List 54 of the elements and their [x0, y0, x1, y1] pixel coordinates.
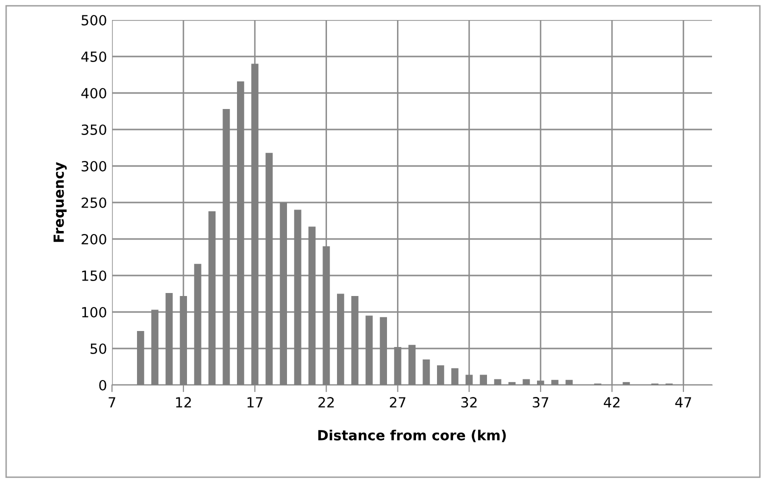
bar — [451, 368, 458, 385]
bar — [151, 310, 158, 385]
bar — [280, 202, 287, 385]
x-tick-label: 42 — [604, 397, 620, 408]
y-axis-title: Frequency — [54, 162, 67, 242]
x-tick-label: 7 — [108, 397, 116, 408]
bar — [366, 316, 373, 385]
y-tick-label: 400 — [81, 88, 106, 98]
bar — [537, 380, 544, 385]
bar — [308, 226, 316, 385]
y-tick-label: 0 — [99, 380, 106, 390]
bar — [566, 380, 573, 385]
x-tick-label: 37 — [532, 397, 548, 408]
y-tick-label: 100 — [82, 306, 106, 318]
bar — [551, 380, 558, 385]
bar — [137, 330, 144, 385]
bar — [508, 382, 516, 385]
x-tick-label: 27 — [390, 397, 406, 408]
bar — [494, 379, 502, 385]
bar — [422, 359, 430, 385]
bar — [266, 152, 273, 385]
y-tick-label: 450 — [81, 51, 106, 62]
bar — [222, 109, 230, 385]
bar — [394, 347, 402, 385]
bar — [208, 211, 216, 385]
x-tick-label: 22 — [318, 397, 334, 408]
bar — [237, 81, 244, 385]
bar — [251, 64, 258, 385]
bar — [351, 296, 358, 385]
bar — [194, 264, 202, 385]
bar — [337, 294, 344, 385]
x-tick-label: 17 — [248, 397, 263, 408]
y-tick-label: 250 — [82, 197, 106, 208]
bar — [466, 374, 473, 385]
bar — [322, 246, 330, 385]
bar — [437, 365, 444, 385]
y-tick-label: 200 — [82, 234, 106, 244]
bar — [622, 382, 630, 385]
bar — [166, 293, 173, 385]
x-axis-title: Distance from core (km) — [318, 430, 506, 442]
bar — [380, 317, 387, 385]
bar — [294, 210, 302, 385]
bar — [522, 379, 530, 385]
bar — [408, 344, 416, 385]
y-tick-label: 500 — [82, 14, 106, 26]
x-tick-label: 12 — [176, 397, 191, 408]
y-tick-label: 50 — [90, 343, 106, 354]
x-tick-label: 47 — [675, 397, 692, 408]
y-tick-label: 150 — [82, 270, 106, 281]
x-tick-label: 32 — [461, 397, 477, 408]
bar — [480, 374, 487, 385]
y-tick-label: 300 — [82, 160, 106, 172]
y-tick-label: 350 — [82, 124, 106, 135]
bar — [180, 296, 187, 385]
